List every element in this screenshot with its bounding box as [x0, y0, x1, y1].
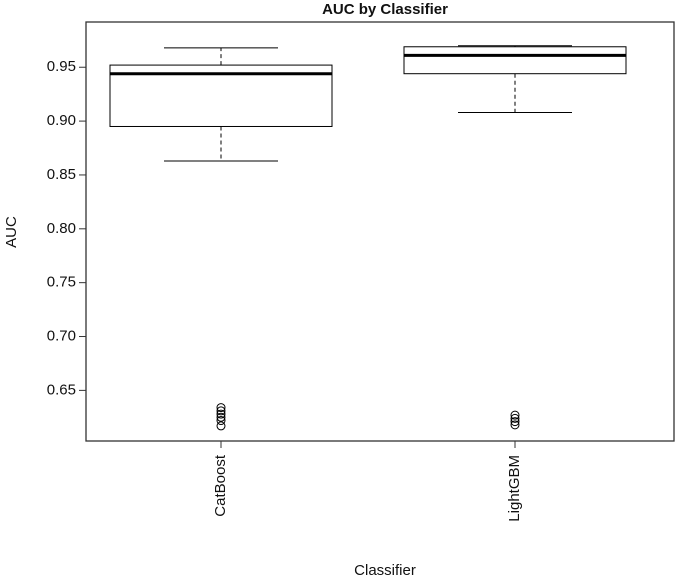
y-tick-label: 0.75: [47, 274, 76, 291]
outlier: [216, 409, 226, 419]
box: [403, 46, 627, 75]
y-tick-label: 0.80: [47, 220, 76, 237]
outlier: [510, 417, 520, 427]
y-tick-label: 0.85: [47, 166, 76, 183]
outlier: [216, 416, 226, 426]
y-tick-label: 0.70: [47, 327, 76, 344]
x-tick-label: CatBoost: [212, 454, 229, 517]
outlier: [216, 403, 226, 413]
y-tick-label: 0.95: [47, 58, 76, 75]
y-axis-label: AUC: [3, 216, 20, 248]
outlier: [510, 420, 520, 430]
y-tick-label: 0.65: [47, 381, 76, 398]
box: [109, 64, 333, 127]
x-axis-label: Classifier: [354, 562, 416, 579]
outlier: [216, 406, 226, 416]
y-tick-label: 0.90: [47, 112, 76, 129]
plot-frame: [85, 21, 675, 442]
x-tick-label: LightGBM: [506, 455, 523, 522]
outlier: [216, 421, 226, 431]
outlier: [510, 413, 520, 423]
outlier: [216, 412, 226, 422]
outlier: [510, 410, 520, 420]
chart-title: AUC by Classifier: [322, 1, 448, 18]
